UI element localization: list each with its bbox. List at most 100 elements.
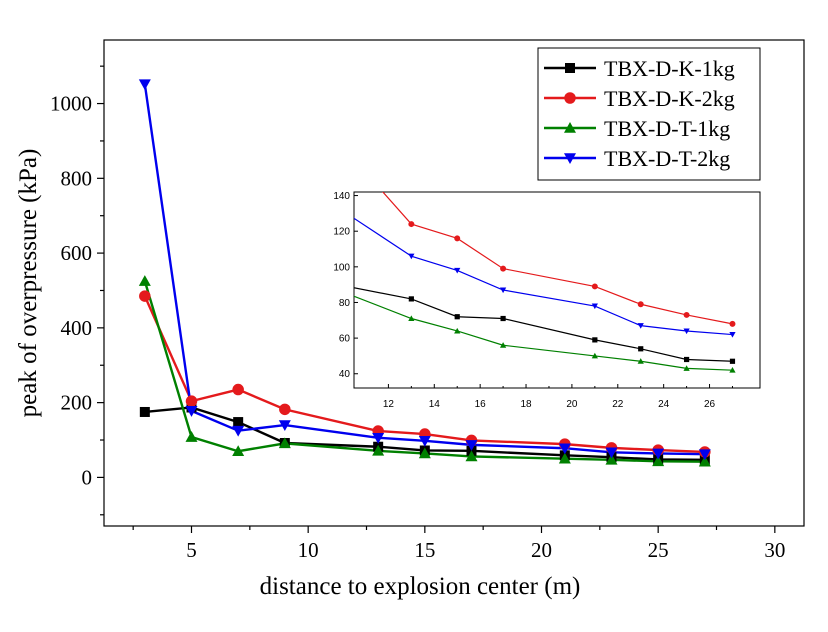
legend-label-4: TBX-D-T-2kg	[604, 146, 730, 171]
inset-series-4-point	[591, 303, 598, 310]
x-tick-label: 5	[186, 538, 197, 562]
series-3-point	[232, 445, 245, 457]
series-3-point	[278, 437, 291, 449]
inset-x-tick-label: 16	[475, 399, 487, 410]
inset-series-1-point	[500, 315, 506, 322]
inset-y-tick-label: 120	[333, 227, 350, 238]
inset-series-2-point	[454, 235, 461, 242]
series-4-point	[138, 79, 151, 91]
inset-x-tick-label: 22	[612, 399, 624, 410]
plot-frame	[103, 39, 805, 527]
series-4-point	[605, 447, 618, 459]
inset-x-tick-label: 12	[383, 399, 395, 410]
series-2-point	[139, 290, 151, 302]
series-3-point	[138, 275, 151, 286]
legend-marker-2	[564, 92, 576, 104]
series-3-point	[698, 455, 711, 467]
series-4-point	[372, 432, 385, 444]
y-tick-label: 600	[61, 241, 93, 265]
inset-series-2-point	[591, 283, 598, 290]
inset-series-1-point	[592, 337, 598, 343]
inset-x-tick-label: 14	[429, 399, 441, 410]
inset-series-2-point	[683, 311, 690, 318]
series-3-point	[558, 452, 571, 464]
series-3-point	[372, 444, 385, 456]
series-3-point	[605, 453, 618, 465]
series-3-point	[465, 450, 478, 462]
inset-frame	[353, 191, 761, 389]
series-4-point	[278, 420, 291, 432]
series-1-point	[233, 417, 244, 428]
y-tick-label: 800	[61, 166, 93, 190]
inset-series-4-point	[683, 328, 690, 335]
inset-chart: 12 14 16 18 20 22 24 26 40 60 80 100 120 140	[333, 191, 761, 410]
inset-y-tick-label: 60	[339, 334, 351, 345]
y-axis-title: peak of overpressure (kPa)	[15, 149, 42, 418]
inset-series-4-point	[408, 253, 415, 260]
main-plot-area	[138, 79, 711, 467]
inset-series-3-point	[408, 315, 415, 322]
series-2-point	[279, 403, 291, 416]
x-axis-title: distance to explosion center (m)	[260, 573, 581, 600]
series-4-point	[465, 440, 478, 451]
series-4-point	[698, 449, 711, 461]
y-tick-label: 200	[61, 391, 93, 415]
inset-series-1-point	[408, 296, 414, 302]
series-3-point	[185, 431, 198, 442]
series-2-point	[185, 395, 198, 407]
x-tick-label: 20	[531, 538, 552, 562]
inset-series-3-point	[454, 327, 461, 334]
inset-series-4-point	[499, 287, 507, 294]
series-4-point	[185, 406, 198, 417]
y-tick-label: 400	[61, 316, 93, 340]
legend-label-1: TBX-D-K-1kg	[604, 56, 735, 81]
inset-y-tick-label: 140	[333, 191, 350, 202]
inset-series-4-point	[729, 332, 736, 338]
inset-series-1-point	[638, 346, 644, 352]
inset-series-1-point	[454, 314, 460, 320]
series-4-point	[652, 448, 665, 460]
inset-series-1-point	[729, 358, 736, 364]
inset-y-tick-label: 40	[339, 369, 351, 380]
inset-plot-area	[354, 192, 736, 373]
inset-x-tick-label: 26	[704, 399, 716, 410]
series-1-point	[139, 406, 150, 417]
inset-y-tick-label: 80	[339, 298, 351, 309]
inset-y-tick-label: 100	[333, 262, 350, 273]
x-tick-label: 25	[648, 538, 669, 562]
legend-marker-1	[565, 63, 575, 73]
inset-x-tick-label: 20	[566, 399, 578, 410]
x-tick-label: 30	[764, 538, 785, 562]
inset-series-3-point	[637, 358, 644, 364]
inset-series-2-point	[637, 301, 644, 308]
legend-marker-3	[564, 122, 576, 133]
inset-series-2-point	[729, 320, 736, 327]
legend-label-3: TBX-D-T-1kg	[604, 116, 730, 141]
series-3-point	[652, 455, 665, 467]
series-3-point	[418, 447, 431, 459]
series-4-point	[558, 443, 571, 455]
inset-series-3-point	[729, 367, 736, 373]
series-4-point	[232, 425, 245, 437]
x-tick-label: 15	[414, 538, 435, 562]
inset-series-3-point	[683, 365, 690, 371]
y-tick-label: 0	[82, 465, 93, 489]
legend: TBX-D-K-1kg TBX-D-K-2kg TBX-D-T-1kg TBX-D-T…	[537, 47, 761, 181]
y-tick-label: 1000	[50, 92, 92, 116]
x-tick-label: 10	[298, 538, 319, 562]
inset-series-2-point	[500, 265, 507, 272]
series-2-point	[232, 383, 244, 396]
inset-series-2-point	[408, 221, 415, 228]
inset-series-1-point	[683, 356, 690, 363]
inset-series-3-point	[591, 352, 598, 359]
inset-series-4-point	[454, 267, 461, 274]
inset-x-tick-label: 24	[658, 399, 670, 410]
legend-label-2: TBX-D-K-2kg	[604, 86, 735, 111]
inset-series-3-point	[499, 342, 507, 348]
legend-marker-4	[564, 153, 576, 164]
main-axes: 5 10 15 20 25 30 0 200 400 600 800 1000	[50, 39, 805, 562]
series-4-point	[418, 435, 431, 447]
inset-series-4-point	[637, 323, 644, 329]
inset-x-tick-label: 18	[520, 399, 532, 410]
